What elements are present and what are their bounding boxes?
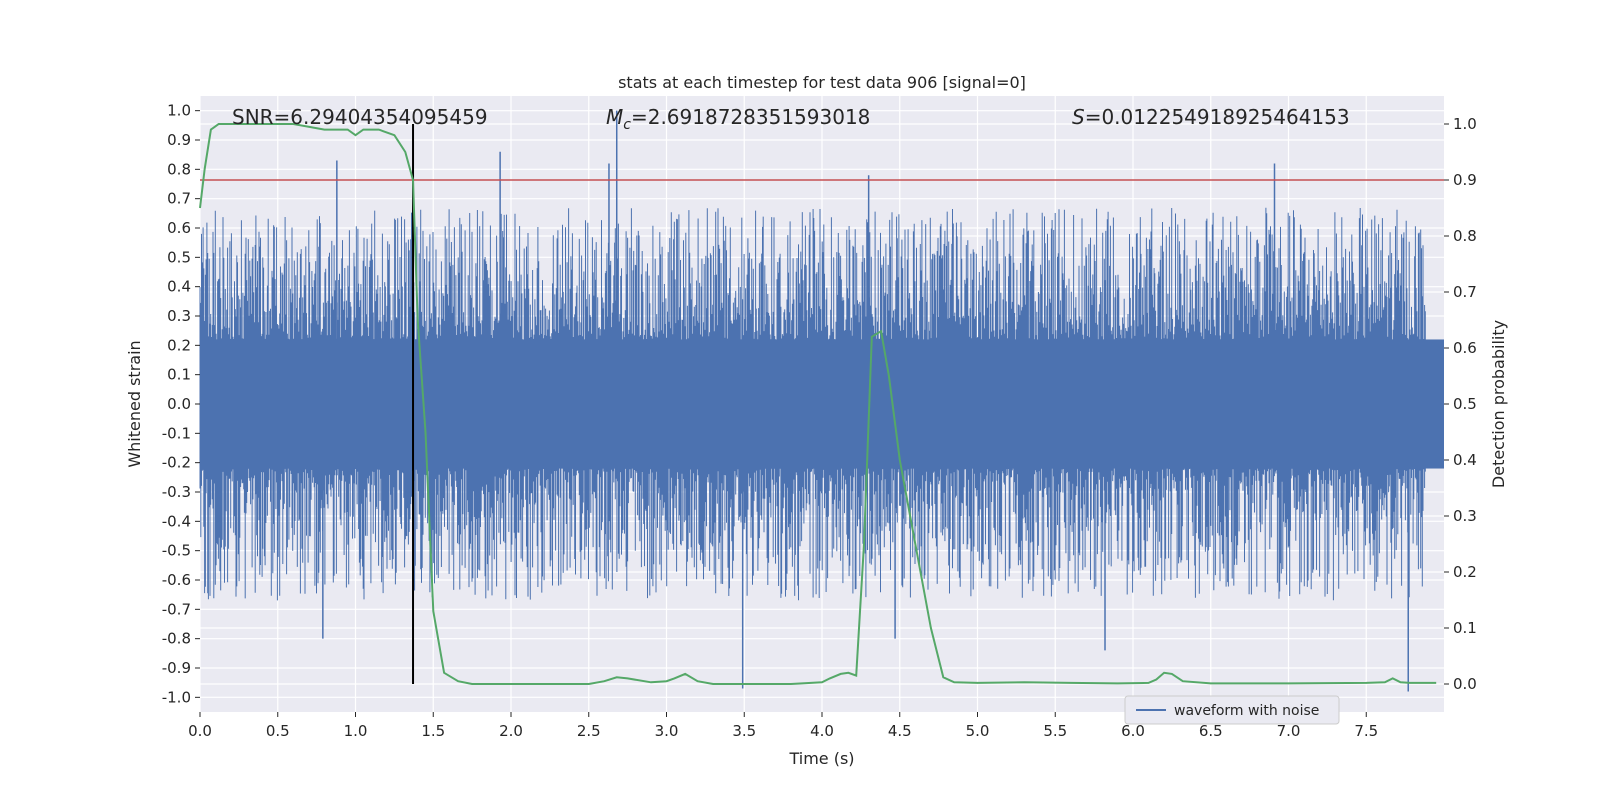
x-tick-label: 6.5 <box>1199 722 1223 740</box>
s-symbol: S <box>1072 105 1085 129</box>
mc-annotation: Mc=2.6918728351593018 <box>606 105 870 133</box>
y-right-tick-label: 0.2 <box>1453 563 1477 581</box>
y-left-tick-label: -0.2 <box>162 454 191 472</box>
x-tick-label: 3.5 <box>732 722 756 740</box>
x-tick-label: 2.5 <box>577 722 601 740</box>
x-tick-label: 3.0 <box>655 722 679 740</box>
y-right-tick-label: 0.6 <box>1453 339 1477 357</box>
y-left-tick-label: 0.8 <box>167 160 191 178</box>
y-right-tick-label: 0.8 <box>1453 227 1477 245</box>
x-tick-label: 1.0 <box>344 722 368 740</box>
y-right-tick-label: 0.9 <box>1453 171 1477 189</box>
y-left-tick-label: 0.9 <box>167 131 191 149</box>
mc-value: =2.6918728351593018 <box>631 105 870 129</box>
y-left-tick-label: 0.3 <box>167 307 191 325</box>
y-right-axis-label: Detection probability <box>1489 320 1508 488</box>
y-left-tick-label: -0.5 <box>162 542 191 560</box>
y-left-tick-label: 0.1 <box>167 366 191 384</box>
y-left-tick-label: 1.0 <box>167 102 191 120</box>
legend-entry: waveform with noise <box>1174 703 1319 719</box>
x-tick-label: 5.5 <box>1043 722 1067 740</box>
snr-annotation: SNR=6.29404354095459 <box>232 105 488 129</box>
y-right-tick-label: 0.5 <box>1453 395 1477 413</box>
x-tick-label: 0.0 <box>188 722 212 740</box>
x-tick-label: 7.5 <box>1354 722 1378 740</box>
y-left-tick-label: -0.7 <box>162 600 191 618</box>
legend: waveform with noise <box>1124 695 1340 725</box>
y-left-tick-label: -0.6 <box>162 571 191 589</box>
x-tick-label: 4.0 <box>810 722 834 740</box>
s-value: =0.012254918925464153 <box>1085 105 1350 129</box>
y-right-tick-label: 0.1 <box>1453 619 1477 637</box>
mc-symbol: M <box>606 105 623 129</box>
y-left-tick-label: 0.6 <box>167 219 191 237</box>
x-tick-label: 0.5 <box>266 722 290 740</box>
y-left-axis-label: Whitened strain <box>125 340 144 467</box>
waveform-series <box>199 110 1444 692</box>
y-right-tick-label: 0.0 <box>1453 675 1477 693</box>
y-left-tick-label: -1.0 <box>162 688 191 706</box>
x-tick-label: 2.0 <box>499 722 523 740</box>
y-left-tick-label: 0.5 <box>167 248 191 266</box>
x-tick-label: 5.0 <box>966 722 990 740</box>
y-left-tick-label: 0.7 <box>167 190 191 208</box>
y-left-tick-label: -0.3 <box>162 483 191 501</box>
y-left-tick-label: -0.1 <box>162 424 191 442</box>
chart-title: stats at each timestep for test data 906… <box>618 73 1026 92</box>
x-tick-label: 4.5 <box>888 722 912 740</box>
waveform-noise <box>199 207 1426 601</box>
y-left-tick-label: 0.2 <box>167 336 191 354</box>
y-right-tick-label: 0.4 <box>1453 451 1477 469</box>
y-left-tick-label: -0.8 <box>162 630 191 648</box>
legend-box <box>1124 695 1340 725</box>
y-left-tick-label: 0.4 <box>167 278 191 296</box>
x-axis-ticks: 0.0 0.5 1.0 1.5 2.0 2.5 3.0 3.5 4.0 4.5 5.0 5.5 6.0 6… <box>188 712 1378 740</box>
x-axis-label: Time (s) <box>788 749 854 768</box>
s-annotation: S=0.012254918925464153 <box>1072 105 1350 129</box>
y-left-tick-label: -0.4 <box>162 512 191 530</box>
x-tick-label: 6.0 <box>1121 722 1145 740</box>
probability-curve <box>199 123 1437 685</box>
y-right-tick-label: 1.0 <box>1453 115 1477 133</box>
y-left-tick-label: -0.9 <box>162 659 191 677</box>
mc-subscript: c <box>623 117 631 133</box>
y-right-axis-ticks: 1.0 0.9 0.8 0.7 0.6 0.5 0.4 0.3 0.2 0.1 0.0 <box>1444 115 1477 693</box>
y-right-tick-label: 0.7 <box>1453 283 1477 301</box>
x-tick-label: 1.5 <box>421 722 445 740</box>
y-left-axis-ticks: 1.0 0.9 0.8 0.7 0.6 0.5 0.4 0.3 0.2 0.1 0.0 -0.1 -0.… <box>162 102 200 706</box>
x-tick-label: 7.0 <box>1277 722 1301 740</box>
y-right-tick-label: 0.3 <box>1453 507 1477 525</box>
probability-series <box>199 123 1437 685</box>
y-left-tick-label: 0.0 <box>167 395 191 413</box>
